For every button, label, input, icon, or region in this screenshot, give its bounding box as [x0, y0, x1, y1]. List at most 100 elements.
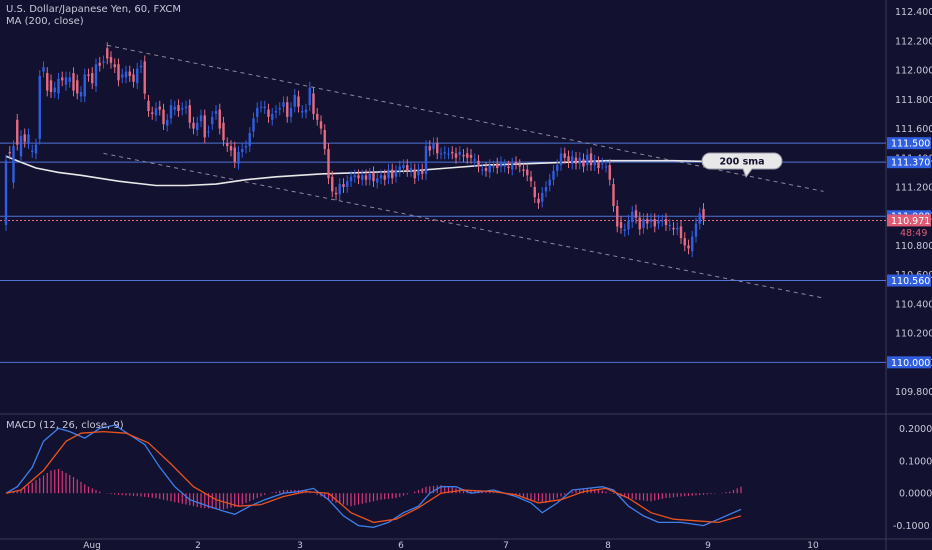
candle-body [169, 105, 173, 119]
candle-body [334, 192, 338, 195]
candle-body [68, 77, 71, 82]
candle-body [57, 78, 60, 94]
candle-body [481, 169, 484, 171]
candle-body [702, 208, 705, 220]
candle-body [87, 74, 90, 76]
time-axis-label: 3 [297, 541, 303, 550]
candle-body [484, 168, 488, 171]
last-price-tag [887, 214, 931, 227]
candle-body [297, 96, 300, 107]
candle-body [139, 65, 143, 68]
time-axis-label: Aug [83, 541, 101, 550]
candle-body [349, 176, 353, 182]
candle-body [147, 100, 150, 112]
candle-body [196, 122, 199, 131]
candle-body [544, 187, 548, 192]
candle-body [293, 94, 296, 107]
level-price-label: 110.000 [891, 358, 930, 369]
price-axis-tick: 111.200 [895, 183, 932, 194]
candle-body [353, 175, 356, 177]
candle-body [72, 73, 75, 91]
candle-body [589, 153, 593, 166]
time-axis-label: 9 [705, 541, 711, 550]
candle-body [503, 165, 506, 167]
candle-body [529, 176, 533, 182]
candle-body [601, 163, 604, 165]
ma-indicator-label: MA (200, close) [6, 16, 84, 27]
candle-body [451, 151, 454, 154]
candle-body [357, 175, 360, 179]
candle-body [642, 219, 645, 228]
candle-body [136, 68, 139, 84]
candle-body [526, 169, 529, 176]
candle-body [653, 219, 656, 227]
candle-body [492, 166, 495, 168]
candle-body [304, 109, 308, 113]
candle-body [132, 74, 135, 82]
last-price-label: 110.971 [891, 216, 930, 227]
candle-body [372, 172, 375, 182]
candle-body [248, 132, 251, 147]
candle-body [27, 134, 30, 144]
candle-body [597, 162, 600, 169]
candle-body [477, 160, 480, 167]
sma-callout-bubble [701, 152, 783, 179]
candle-body [31, 150, 34, 152]
candle-body [289, 108, 293, 117]
candle-body [128, 71, 131, 76]
candle-body [42, 67, 45, 72]
candle-body [53, 87, 56, 93]
candle-body [499, 162, 503, 167]
candle-body [514, 162, 518, 164]
candle-body [612, 184, 615, 206]
level-price-tag [887, 356, 931, 369]
candle-body [672, 227, 675, 230]
candle-body [49, 80, 53, 93]
candle-body [158, 106, 161, 110]
candle-body [556, 165, 559, 171]
macd-axis-tick: 0.0000 [899, 489, 932, 500]
price-axis-tick: 110.200 [895, 329, 932, 340]
candle-body [301, 111, 304, 113]
candle-body [646, 219, 649, 224]
candle-body [458, 151, 461, 155]
candle-body [267, 109, 270, 117]
candle-body [578, 157, 581, 164]
candle-body [211, 116, 214, 125]
signal-line [5, 430, 742, 524]
candle-body [657, 220, 660, 224]
candle-body [94, 64, 98, 87]
candle-body [533, 187, 536, 198]
candle-body [593, 160, 596, 166]
candle-body [106, 48, 109, 59]
price-axis-tick: 112.400 [895, 7, 932, 18]
candle-body [507, 166, 510, 169]
symbol-title: U.S. Dollar/Japanese Yen, 60, FXCM [6, 4, 181, 15]
candle-body [226, 143, 229, 147]
candle-body [439, 153, 443, 155]
candle-body [541, 192, 544, 202]
candle-body [98, 62, 101, 66]
candle-body [319, 121, 323, 129]
level-price-tag [887, 137, 931, 150]
trend-channel-line [103, 152, 824, 299]
candle-body [113, 64, 116, 68]
candle-body [16, 119, 19, 145]
candle-body [222, 122, 225, 141]
candle-body [582, 159, 585, 167]
candle-body [394, 170, 398, 177]
candle-body [391, 169, 394, 179]
level-price-label: 111.500 [891, 139, 930, 150]
candle-body [619, 222, 623, 228]
candle-body [151, 112, 154, 114]
candle-body [23, 134, 26, 142]
candle-body [233, 147, 236, 163]
candle-body [124, 71, 128, 78]
candle-body [552, 170, 555, 180]
candle-body [424, 146, 428, 174]
candle-body [406, 165, 409, 171]
time-axis-label: 6 [398, 541, 404, 550]
candle-body [109, 56, 113, 63]
candle-body [199, 115, 203, 122]
